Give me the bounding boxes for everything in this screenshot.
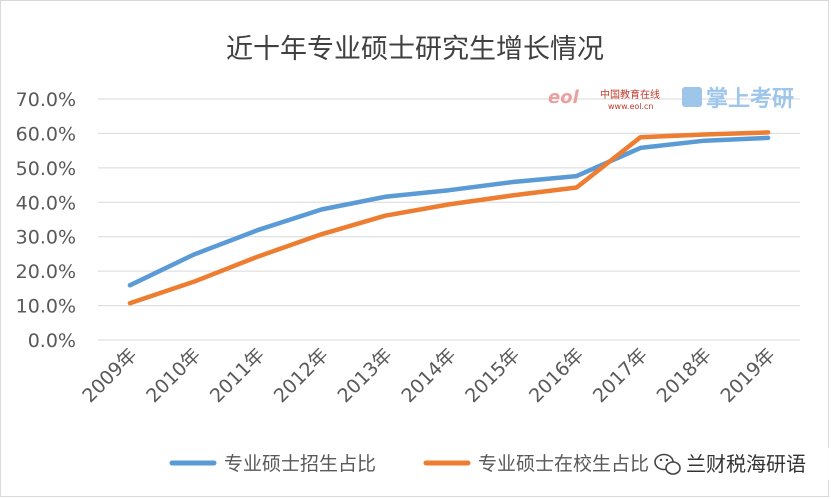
series-line-students [127, 130, 771, 306]
y-tick-label: 50.0% [16, 158, 76, 180]
eol-logo-text: eol [548, 87, 580, 108]
x-tick-label: 2012年 [270, 344, 333, 407]
x-axis-ticks: 2009年 2010年 2011年 2012年 2013年 2014年 2015年 2016年… [78, 344, 779, 407]
y-tick-label: 20.0% [16, 261, 76, 283]
brand-logo-icon [682, 87, 702, 107]
x-tick-label: 2017年 [589, 344, 652, 407]
x-tick-label: 2018年 [653, 344, 716, 407]
y-tick-label: 60.0% [16, 123, 76, 145]
y-tick-label: 0.0% [28, 330, 76, 352]
wechat-account-name: 兰财税海研语 [686, 452, 806, 476]
eol-site-name: 中国教育在线 [600, 88, 660, 101]
y-tick-label: 30.0% [16, 227, 76, 249]
wechat-icon [654, 453, 681, 475]
legend-label-enrollment: 专业硕士招生占比 [224, 453, 376, 475]
y-axis-ticks: 0.0% 10.0% 20.0% 30.0% 40.0% 50.0% 60.0% 70.0% [16, 89, 76, 352]
x-tick-label: 2016年 [525, 344, 588, 407]
x-tick-label: 2015年 [461, 344, 524, 407]
y-tick-label: 40.0% [16, 192, 76, 214]
brand-text: 掌上考研 [706, 87, 794, 112]
x-tick-label: 2014年 [397, 344, 460, 407]
y-tick-label: 10.0% [16, 296, 76, 318]
chart-title: 近十年专业硕士研究生增长情况 [226, 34, 604, 65]
wechat-watermark: 兰财税海研语 [648, 448, 831, 480]
x-tick-label: 2013年 [334, 344, 397, 407]
x-tick-label: 2009年 [78, 344, 141, 407]
brand-watermark: 掌上考研 [682, 87, 794, 112]
x-tick-label: 2019年 [716, 344, 779, 407]
x-tick-label: 2010年 [142, 344, 205, 407]
eol-url: www.eol.cn [608, 102, 654, 111]
series-line-enrollment [127, 135, 771, 288]
x-tick-label: 2011年 [206, 344, 269, 407]
legend-label-students: 专业硕士在校生占比 [478, 453, 649, 475]
y-tick-label: 70.0% [16, 89, 76, 111]
series-lines [127, 130, 771, 306]
eol-watermark: eol 中国教育在线 www.eol.cn [548, 87, 660, 111]
legend: 专业硕士招生占比 专业硕士在校生占比 [169, 453, 649, 475]
gridlines [98, 98, 800, 341]
